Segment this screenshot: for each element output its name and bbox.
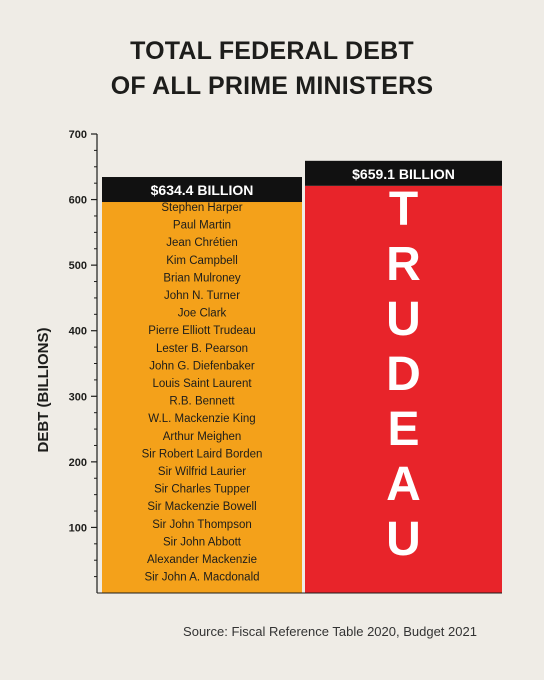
y-tick-label: 300: [69, 391, 87, 403]
y-tick-label: 700: [69, 129, 87, 141]
prime-minister-name: Sir Wilfrid Laurier: [158, 466, 246, 478]
prime-minister-name: Joe Clark: [178, 308, 227, 320]
prime-minister-name: Pierre Elliott Trudeau: [148, 325, 255, 337]
prime-minister-name: Jean Chrétien: [166, 237, 238, 249]
bar-value-label: $659.1 BILLION: [352, 166, 455, 182]
y-tick-label: 500: [69, 260, 87, 272]
prime-minister-name: Alexander Mackenzie: [147, 554, 257, 566]
y-tick-label: 400: [69, 326, 87, 338]
prime-minister-name: Paul Martin: [173, 220, 231, 232]
chart-title-line-2: OF ALL PRIME MINISTERS: [110, 72, 434, 100]
bar-all-other-prime-ministers: [102, 202, 302, 593]
chart-title-line-1: TOTAL FEDERAL DEBT: [130, 37, 414, 65]
prime-minister-name: Sir John A. Macdonald: [144, 572, 259, 584]
prime-minister-name: Brian Mulroney: [163, 272, 241, 284]
bar-value-label-bg: [102, 177, 302, 203]
prime-minister-name: Sir John Abbott: [163, 536, 242, 548]
prime-minister-name: W.L. Mackenzie King: [148, 413, 255, 425]
prime-minister-name: Sir Robert Laird Borden: [142, 448, 263, 460]
prime-minister-name: John G. Diefenbaker: [149, 360, 255, 372]
prime-minister-name: Sir John Thompson: [152, 519, 252, 531]
source-note: Source: Fiscal Reference Table 2020, Bud…: [183, 624, 477, 639]
bar-trudeau: [305, 185, 502, 593]
prime-minister-name: Lester B. Pearson: [156, 343, 248, 355]
y-tick-label: 200: [69, 457, 87, 469]
y-axis-label: DEBT (BILLIONS): [35, 328, 52, 453]
prime-minister-name: Sir Mackenzie Bowell: [147, 501, 256, 513]
y-tick-label: 100: [69, 522, 87, 534]
y-tick-label: 600: [69, 195, 87, 207]
prime-minister-name: Louis Saint Laurent: [152, 378, 252, 390]
bar-value-label: $634.4 BILLION: [151, 182, 254, 198]
prime-minister-name: Kim Campbell: [166, 255, 238, 267]
prime-minister-name: Stephen Harper: [161, 202, 242, 214]
prime-minister-name: R.B. Bennett: [169, 396, 235, 408]
prime-minister-name: Sir Charles Tupper: [154, 484, 250, 496]
prime-minister-name: John N. Turner: [164, 290, 240, 302]
bar-value-label-bg: [305, 160, 502, 186]
prime-minister-name: Arthur Meighen: [163, 431, 242, 443]
